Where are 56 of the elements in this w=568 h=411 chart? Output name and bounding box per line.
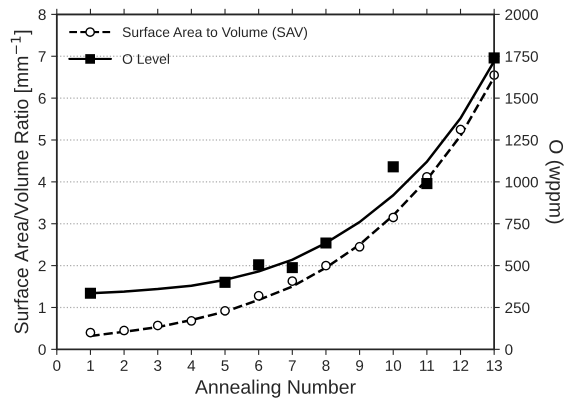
y-tick-label: 8 [38, 9, 46, 20]
point [152, 320, 163, 330]
x-tick-label: 6 [255, 360, 262, 371]
point [119, 326, 129, 336]
point [321, 260, 331, 270]
y-tick-label: 4 [38, 176, 46, 188]
y2-tick-label: 1250 [506, 134, 538, 146]
y2-tick-label: 250 [505, 302, 530, 314]
x-tick-label: 0 [53, 360, 60, 371]
x-axis-title: Annealing Number [195, 380, 356, 398]
y2-tick-label: 500 [505, 260, 530, 272]
y2-tick-label: 0 [505, 344, 512, 356]
y-tick-label: 3 [38, 218, 46, 230]
y-tick-label: 5 [38, 135, 46, 146]
y-tick-label: 6 [38, 92, 46, 104]
legend-label: O Level [122, 54, 170, 64]
x-tick-label: 11 [420, 360, 434, 371]
x-tick-label: 4 [187, 360, 196, 371]
y2-axis-title: O (wppm) [545, 140, 564, 224]
x-tick-label: 9 [356, 360, 364, 371]
point [86, 328, 96, 338]
point [186, 316, 196, 326]
point [354, 242, 364, 252]
point [287, 276, 298, 286]
y2-tick-label: 1000 [506, 176, 538, 188]
legend-label: Surface Area to Volume (SAV) [122, 26, 308, 40]
x-tick-label: 5 [221, 360, 229, 371]
point [286, 262, 298, 274]
x-tick-label: 3 [154, 360, 162, 371]
y-axis-title: Surface Area/Volume Ratio [mm$^{−1}$] [10, 30, 32, 334]
y2-tick-label: 2000 [505, 9, 538, 20]
y2-tick-label: 1750 [506, 51, 538, 62]
point [388, 161, 399, 172]
y-tick-label: 7 [38, 51, 46, 62]
point [488, 52, 500, 64]
x-tick-label: 1 [87, 360, 94, 371]
x-tick-label: 8 [322, 360, 330, 371]
point [253, 259, 264, 270]
y-tick-label: 0 [38, 344, 46, 356]
point [219, 276, 231, 288]
x-tick-label: 13 [486, 360, 502, 371]
point [220, 306, 230, 316]
point [421, 178, 432, 190]
x-tick-label: 7 [288, 360, 296, 371]
point [456, 124, 466, 134]
point [320, 237, 332, 249]
y-tick-label: 1 [39, 302, 46, 314]
y2-tick-label: 750 [505, 218, 530, 230]
point [84, 288, 96, 299]
y2-tick-label: 1500 [506, 92, 538, 104]
point [388, 212, 398, 222]
x-tick-label: 2 [120, 360, 128, 371]
x-tick-label: 10 [386, 360, 402, 371]
y-tick-label: 2 [38, 260, 46, 272]
x-tick-label: 12 [453, 360, 468, 371]
point [254, 290, 264, 301]
